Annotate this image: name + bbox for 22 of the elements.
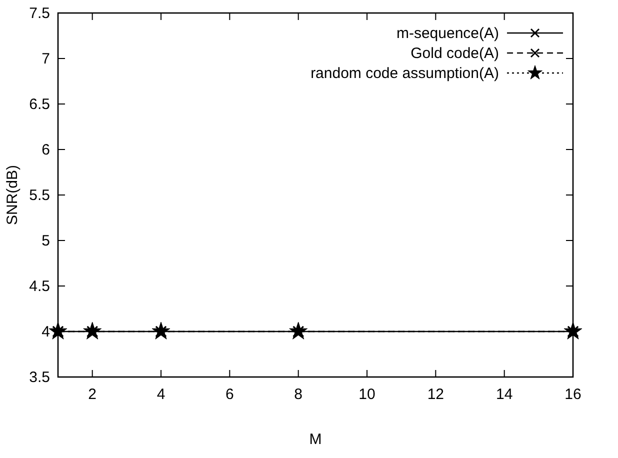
y-tick-label: 7.5 [29, 5, 50, 22]
y-tick-label: 3.5 [29, 369, 50, 386]
x-axis-title: M [309, 431, 322, 448]
y-tick-label: 7 [42, 50, 50, 68]
x-tick-label: 16 [564, 386, 582, 403]
y-tick-label: 4 [42, 324, 50, 340]
legend-label: Gold code(A) [410, 45, 500, 62]
x-tick-label: 4 [156, 386, 166, 403]
y-tick-label: 6.5 [29, 96, 50, 113]
x-tick-label: 14 [496, 386, 513, 403]
x-tick-label: 6 [225, 386, 234, 403]
legend-label: m-sequence(A) [396, 25, 499, 42]
x-tick-label: 8 [294, 386, 303, 403]
y-axis-title: SNR(dB) [4, 164, 21, 226]
x-tick-label: 12 [427, 386, 444, 403]
y-tick-label: 5.5 [29, 187, 50, 204]
legend-label: random code assumption(A) [310, 65, 499, 82]
x-tick-label: 2 [88, 386, 97, 403]
x-tick-label: 10 [358, 386, 376, 403]
y-tick-label: 5 [42, 232, 50, 250]
y-tick-label: 6 [42, 142, 50, 158]
y-tick-label: 4.5 [29, 278, 50, 295]
